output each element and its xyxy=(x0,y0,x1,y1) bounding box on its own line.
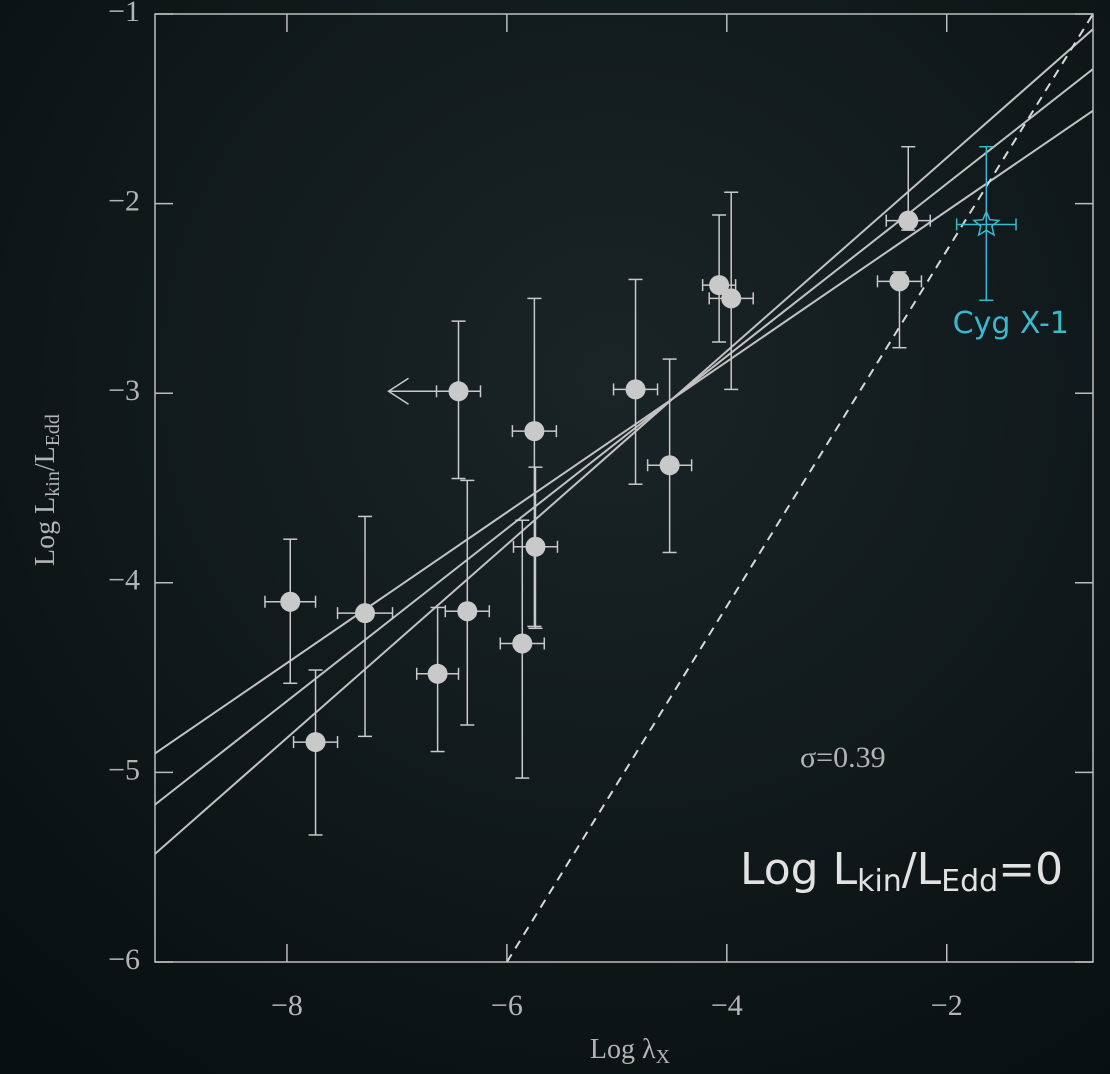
y-tick-label: −4 xyxy=(108,564,140,597)
x-tick-label: −4 xyxy=(711,989,743,1022)
x-tick-label: −8 xyxy=(271,989,303,1022)
y-tick-label: −6 xyxy=(108,943,140,976)
data-point xyxy=(512,633,533,654)
y-tick-label: −3 xyxy=(108,374,140,407)
x-tick-label: −2 xyxy=(931,989,963,1022)
data-point xyxy=(457,601,478,622)
data-point xyxy=(524,421,545,442)
sigma-annotation: σ=0.39 xyxy=(800,741,886,774)
fit-line xyxy=(155,109,1093,755)
data-point xyxy=(280,591,301,612)
y-tick-label: −2 xyxy=(108,184,140,217)
data-point xyxy=(721,288,742,309)
point-label: Cyg X-1 xyxy=(953,306,1069,341)
upper-limit-arrow xyxy=(387,377,437,405)
data-point xyxy=(659,455,680,476)
data-point xyxy=(305,732,326,753)
fit-line xyxy=(155,68,1093,806)
dashed-fit-line xyxy=(506,14,1093,962)
data-point xyxy=(889,271,910,292)
data-point xyxy=(898,210,919,231)
x-tick-label: −6 xyxy=(491,989,523,1022)
data-point xyxy=(427,663,448,684)
data-point xyxy=(355,603,376,624)
y-axis-label: Log Lkin/LEdd xyxy=(30,414,63,566)
plot-frame xyxy=(154,13,1094,963)
fit-line xyxy=(155,28,1093,855)
y-tick-label: −5 xyxy=(108,753,140,786)
data-point xyxy=(625,379,646,400)
equation-annotation: Log Lkin/LEdd=0 xyxy=(740,844,1063,899)
data-point xyxy=(448,381,469,402)
plot-area xyxy=(155,14,1093,962)
y-tick-label: −1 xyxy=(108,0,140,28)
data-point xyxy=(709,275,730,296)
x-axis-label: Log λX xyxy=(590,1034,671,1067)
star-marker xyxy=(972,209,1001,237)
data-point xyxy=(525,536,546,557)
